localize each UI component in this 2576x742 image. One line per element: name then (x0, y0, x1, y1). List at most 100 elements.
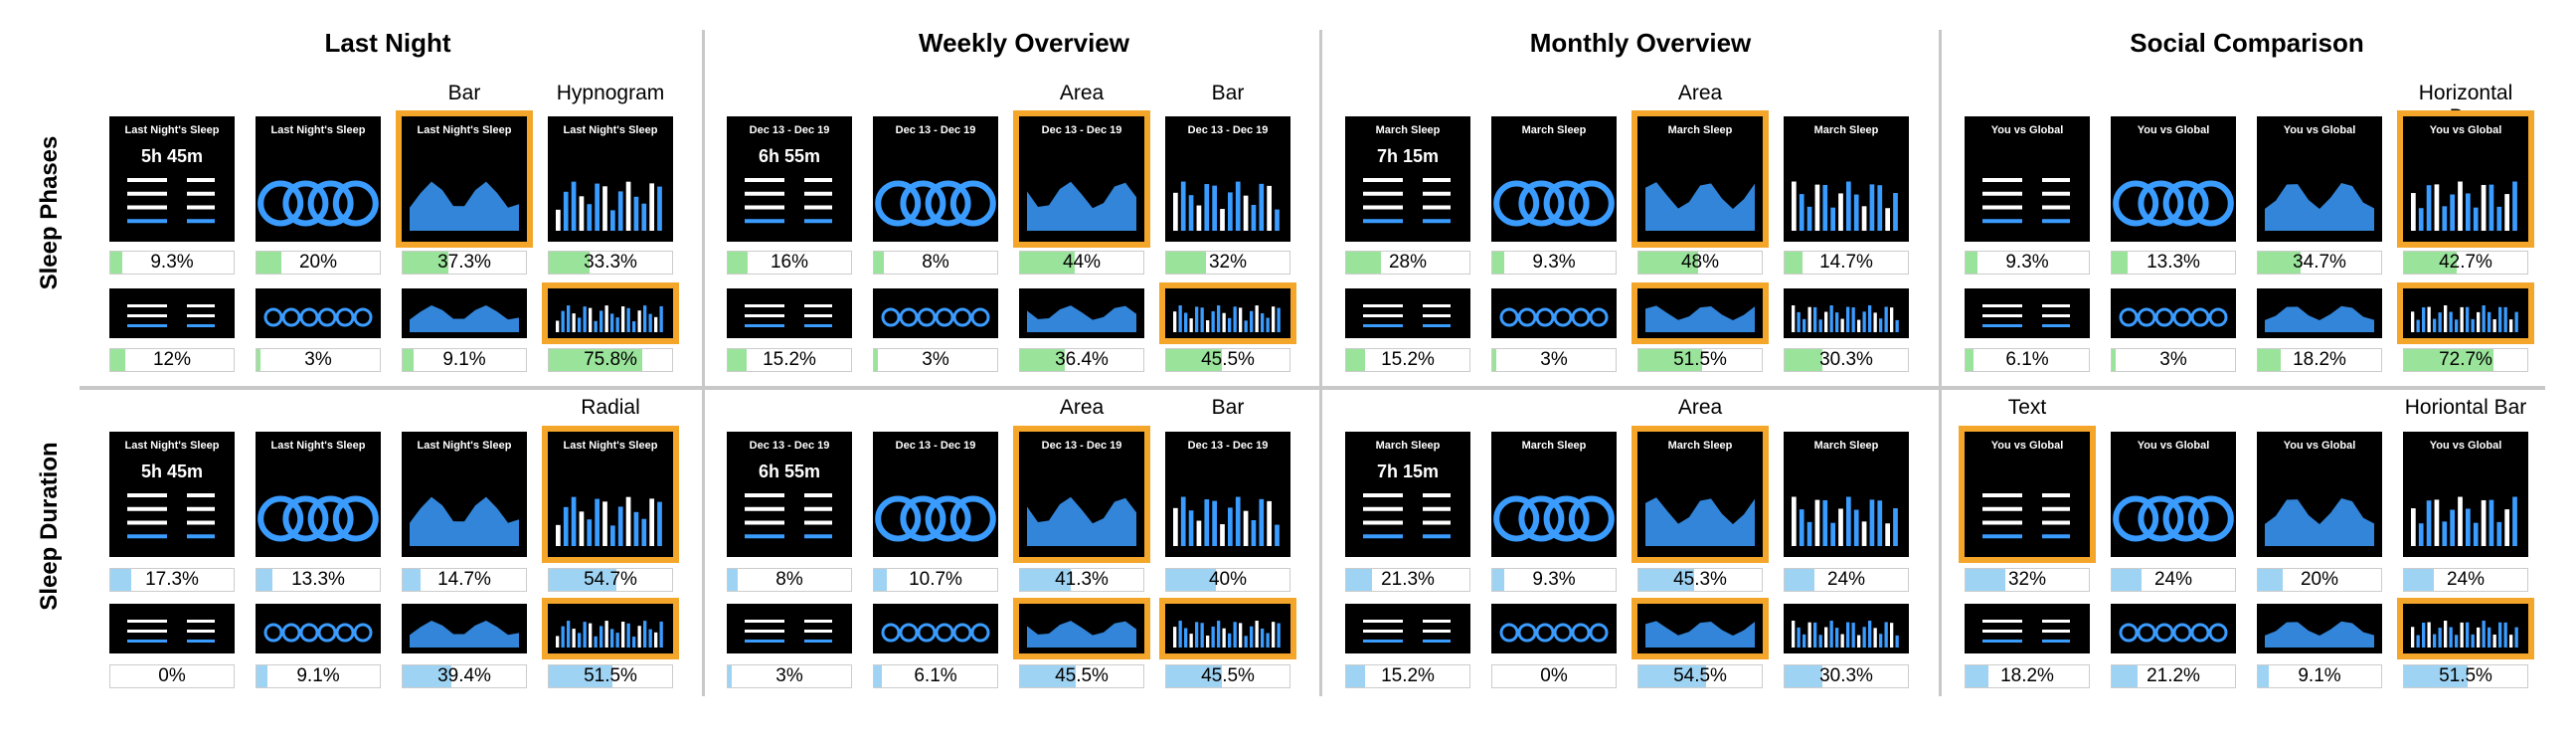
row-title-sleep-phases: Sleep Phases (36, 135, 63, 290)
visualization-thumbnail[interactable]: Last Night's Sleep 5h 45m (109, 116, 235, 242)
visualization-thumbnail-compact[interactable] (1159, 282, 1296, 344)
visualization-thumbnail[interactable]: Dec 13 - Dec 19 (1013, 110, 1150, 248)
visualization-thumbnail-compact[interactable] (1965, 604, 2090, 653)
mini-visual-icon (127, 620, 215, 643)
percentage-value: 54.7% (584, 569, 637, 590)
visualization-thumbnail-compact[interactable] (1013, 598, 1150, 659)
visualization-thumbnail[interactable]: You vs Global (1965, 116, 2090, 242)
visualization-thumbnail-compact[interactable] (109, 288, 235, 338)
visualization-thumbnail[interactable]: Dec 13 - Dec 19 (1165, 116, 1290, 242)
visualization-thumbnail[interactable]: You vs Global (2397, 110, 2534, 248)
percentage-value: 3% (922, 349, 949, 370)
visualization-thumbnail-compact[interactable] (1159, 598, 1296, 659)
visualization-thumbnail[interactable]: March Sleep (1491, 116, 1617, 242)
visualization-thumbnail-compact[interactable] (1965, 288, 2090, 338)
visualization-thumbnail-compact[interactable] (727, 604, 852, 653)
visualization-thumbnail-compact[interactable] (542, 598, 679, 659)
visualization-thumbnail[interactable]: You vs Global (2403, 432, 2528, 557)
preference-percentage-bar: 48% (1637, 251, 1763, 275)
visualization-thumbnail-compact[interactable] (1491, 288, 1617, 338)
visualization-thumbnail-compact[interactable] (2397, 598, 2534, 659)
visualization-thumbnail[interactable]: Last Night's Sleep (402, 432, 527, 557)
visualization-thumbnail[interactable]: March Sleep (1784, 432, 1909, 557)
visualization-thumbnail[interactable]: You vs Global (2257, 432, 2382, 557)
visualization-thumbnail-compact[interactable] (1631, 282, 1769, 344)
visualization-thumbnail[interactable]: Dec 13 - Dec 19 (1013, 426, 1150, 563)
visualization-thumbnail-compact[interactable] (256, 288, 381, 338)
chart-type-label: Text (2007, 396, 2047, 419)
visualization-thumbnail[interactable]: March Sleep (1491, 432, 1617, 557)
visualization-thumbnail[interactable]: March Sleep 7h 15m (1345, 432, 1470, 557)
visualization-thumbnail[interactable]: March Sleep (1631, 110, 1769, 248)
visualization-thumbnail[interactable]: Dec 13 - Dec 19 (873, 116, 998, 242)
thumbnail-value: 5h 45m (140, 462, 204, 481)
percentage-fill (1346, 349, 1365, 371)
visualization-thumbnail[interactable]: Last Night's Sleep 5h 45m (109, 432, 235, 557)
visualization-thumbnail-compact[interactable] (1491, 604, 1617, 653)
percentage-fill (728, 665, 732, 687)
visualization-thumbnail-compact[interactable] (109, 604, 235, 653)
visualization-thumbnail[interactable]: Dec 13 - Dec 19 (1165, 432, 1290, 557)
mini-visual-icon (2265, 621, 2374, 648)
visualization-thumbnail-compact[interactable] (1345, 604, 1470, 653)
percentage-fill (1785, 665, 1822, 687)
mini-visual-icon (2265, 305, 2374, 332)
visualization-thumbnail-compact[interactable] (1784, 604, 1909, 653)
preference-percentage-bar: 44% (1019, 251, 1144, 275)
mini-visual-icon (556, 305, 663, 332)
preference-percentage-bar: 40% (1165, 568, 1290, 592)
visualization-thumbnail-compact[interactable] (2111, 604, 2236, 653)
percentage-fill (2112, 349, 2116, 371)
visualization-thumbnail-compact[interactable] (1019, 288, 1144, 338)
visualization-thumbnail[interactable]: You vs Global (1959, 426, 2096, 563)
percentage-value: 13.3% (291, 569, 345, 590)
visualization-thumbnail[interactable]: Dec 13 - Dec 19 6h 55m (727, 432, 852, 557)
visualization-thumbnail-compact[interactable] (1345, 288, 1470, 338)
preference-percentage-bar: 21.2% (2111, 664, 2236, 688)
visualization-thumbnail-compact[interactable] (402, 604, 527, 653)
thumbnail-value: 7h 15m (1376, 146, 1440, 166)
visualization-thumbnail[interactable]: You vs Global (2111, 116, 2236, 242)
preference-percentage-bar: 15.2% (1345, 664, 1470, 688)
visualization-thumbnail[interactable]: Last Night's Sleep (256, 432, 381, 557)
visualization-thumbnail[interactable]: March Sleep 7h 15m (1345, 116, 1470, 242)
mini-visual-icon (1982, 620, 2070, 643)
thumbnail-title: Last Night's Sleep (563, 124, 658, 136)
visualization-thumbnail-compact[interactable] (1631, 598, 1769, 659)
visualization-thumbnail[interactable]: March Sleep (1631, 426, 1769, 563)
visualization-thumbnail[interactable]: Last Night's Sleep (542, 426, 679, 563)
visualization-thumbnail-compact[interactable] (256, 604, 381, 653)
mini-visual-icon (1645, 621, 1755, 648)
visualization-thumbnail-compact[interactable] (402, 288, 527, 338)
visualization-thumbnail-compact[interactable] (873, 604, 998, 653)
visualization-thumbnail[interactable]: Dec 13 - Dec 19 (873, 432, 998, 557)
preference-percentage-bar: 45.5% (1019, 664, 1144, 688)
visualization-thumbnail[interactable]: Last Night's Sleep (396, 110, 533, 248)
percentage-value: 3% (775, 665, 803, 686)
visualization-thumbnail[interactable]: March Sleep (1784, 116, 1909, 242)
visualization-thumbnail[interactable]: Last Night's Sleep (256, 116, 381, 242)
visualization-thumbnail-compact[interactable] (2111, 288, 2236, 338)
visualization-thumbnail[interactable]: Dec 13 - Dec 19 6h 55m (727, 116, 852, 242)
visualization-thumbnail-compact[interactable] (2257, 604, 2382, 653)
percentage-value: 13.3% (2147, 252, 2200, 273)
visualization-thumbnail-compact[interactable] (873, 288, 998, 338)
preference-percentage-bar: 0% (109, 664, 235, 688)
visualization-thumbnail[interactable]: Last Night's Sleep (548, 116, 673, 242)
visualization-thumbnail-compact[interactable] (2257, 288, 2382, 338)
mini-visual-icon (2119, 307, 2228, 327)
visualization-thumbnail[interactable]: You vs Global (2111, 432, 2236, 557)
thumbnail-title: You vs Global (2283, 440, 2356, 452)
visualization-thumbnail-compact[interactable] (542, 282, 679, 344)
thumbnail-value: 6h 55m (758, 146, 821, 166)
thumbnail-title: Last Night's Sleep (124, 440, 220, 452)
percentage-fill (257, 252, 281, 274)
preference-percentage-bar: 9.1% (256, 664, 381, 688)
thumbnail-title: Dec 13 - Dec 19 (1041, 440, 1122, 452)
visualization-thumbnail-compact[interactable] (1784, 288, 1909, 338)
percentage-fill (403, 665, 451, 687)
percentage-value: 30.3% (1819, 349, 1873, 370)
visualization-thumbnail-compact[interactable] (727, 288, 852, 338)
visualization-thumbnail-compact[interactable] (2397, 282, 2534, 344)
visualization-thumbnail[interactable]: You vs Global (2257, 116, 2382, 242)
